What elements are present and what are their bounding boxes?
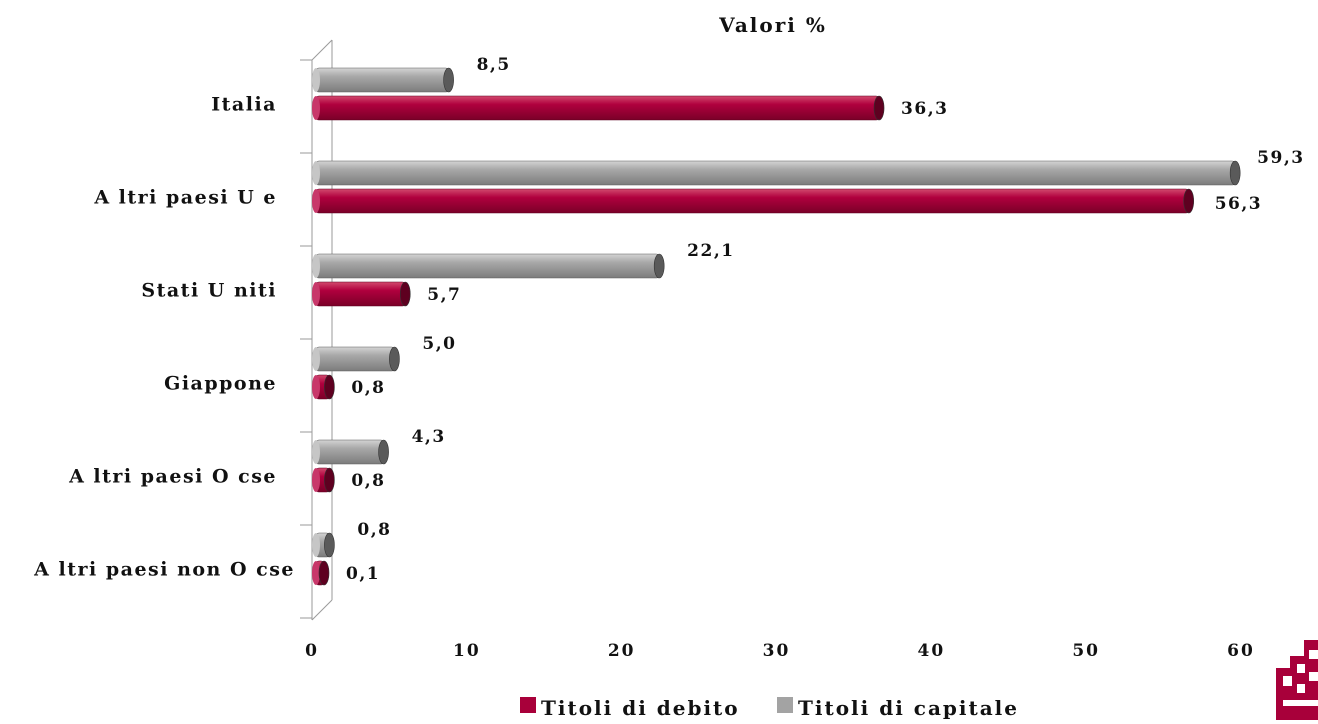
x-tick-label: 60 (1227, 641, 1255, 661)
data-label: 0,8 (351, 471, 385, 491)
bar (312, 467, 335, 493)
data-label: 0,8 (351, 378, 385, 398)
bar (312, 67, 454, 93)
x-tick-label: 10 (453, 641, 481, 661)
data-label: 4,3 (412, 427, 446, 447)
back-wall-top-edge (311, 39, 333, 61)
x-tick-label: 50 (1072, 641, 1100, 661)
category-labels: Italia A ltri paesi U e Stati U niti Giappo… (33, 94, 295, 581)
x-tick-label: 40 (917, 641, 945, 661)
data-label: 0,1 (346, 564, 380, 584)
bar (312, 532, 335, 558)
data-label: 5,0 (422, 334, 456, 354)
bar (312, 374, 335, 400)
bar (312, 560, 330, 586)
y-axis-ticks (300, 59, 312, 619)
category-label: Giappone (164, 373, 277, 395)
data-labels: 8,5 36,3 59,3 56,3 22,1 5,7 5,0 0,8 4,3 0,8 0,8 0,1 (346, 55, 1304, 584)
bar (312, 253, 665, 279)
legend-swatch-equity (777, 697, 793, 713)
x-tick-label: 30 (763, 641, 791, 661)
legend-swatch-debt (520, 697, 536, 713)
data-label: 5,7 (427, 285, 461, 305)
bar (312, 281, 411, 307)
data-label: 56,3 (1215, 194, 1262, 214)
data-label: 59,3 (1257, 148, 1304, 168)
data-label: 36,3 (901, 99, 948, 119)
legend-label-debt: Titoli di debito (541, 696, 740, 720)
bar (312, 95, 885, 121)
bar (312, 160, 1241, 186)
category-label: A ltri paesi non O cse (33, 559, 295, 581)
chart-title: Valori % (718, 13, 827, 37)
legend-label-equity: Titoli di capitale (798, 696, 1019, 720)
x-tick-label: 20 (608, 641, 636, 661)
x-tick-label: 0 (305, 641, 319, 661)
category-label: Stati U niti (141, 280, 277, 302)
data-label: 8,5 (477, 55, 511, 75)
bars (312, 67, 1241, 586)
data-label: 0,8 (357, 520, 391, 540)
category-label: Italia (211, 94, 277, 116)
floor-edge (311, 599, 333, 621)
bar (312, 346, 400, 372)
bar (312, 188, 1195, 214)
x-axis-ticks: 0 10 20 30 40 50 60 (305, 641, 1255, 661)
category-label: A ltri paesi U e (93, 187, 277, 209)
category-label: A ltri paesi O cse (68, 466, 277, 488)
data-label: 22,1 (687, 241, 734, 261)
legend: Titoli di debito Titoli di capitale (520, 696, 1019, 720)
logo (1276, 640, 1318, 720)
bar (312, 439, 389, 465)
